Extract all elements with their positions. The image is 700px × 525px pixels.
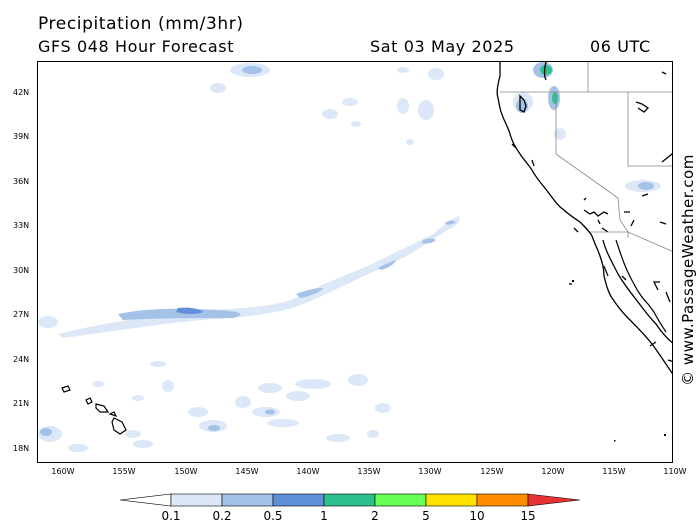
map-title: Precipitation (mm/3hr) (38, 14, 244, 34)
lat-label-39n: 39N (13, 132, 30, 141)
lat-label-36n: 36N (13, 177, 30, 186)
lat-label-30n: 30N (13, 266, 30, 275)
legend-swatch-above (527, 493, 581, 507)
state-borders (500, 62, 672, 252)
lon-label-115w: 115W (602, 467, 626, 476)
precip-cells-north (210, 63, 661, 192)
lat-label-42n: 42N (13, 88, 30, 97)
lon-label-145w: 145W (235, 467, 259, 476)
lat-label-18n: 18N (13, 444, 30, 453)
legend-label-0-1: 0.1 (161, 509, 181, 523)
lat-label-27n: 27N (13, 310, 30, 319)
precip-cells-south (38, 316, 391, 452)
small-islands (572, 280, 666, 442)
precip-band-front (58, 216, 460, 338)
lon-label-125w: 125W (480, 467, 504, 476)
legend-label-2: 2 (371, 509, 379, 523)
precip-cells-north-moderate (242, 62, 654, 190)
legend-label-0-2: 0.2 (212, 509, 232, 523)
legend-label-10: 10 (469, 509, 485, 523)
legend-swatch (323, 493, 376, 507)
legend-swatch-below (119, 493, 172, 507)
legend-label-1: 1 (320, 509, 328, 523)
lon-label-150w: 150W (174, 467, 198, 476)
forecast-subtitle: GFS 048 Hour Forecast (38, 37, 235, 56)
lat-label-21n: 21N (13, 399, 30, 408)
legend-swatch (476, 493, 529, 507)
forecast-time: 06 UTC (590, 37, 651, 56)
lon-label-155w: 155W (112, 467, 136, 476)
legend-label-0-5: 0.5 (263, 509, 283, 523)
legend-swatch (170, 493, 223, 507)
map-canvas (38, 62, 672, 452)
precip-cells-south-moderate (40, 409, 275, 436)
lat-label-24n: 24N (13, 355, 30, 364)
lat-label-33n: 33N (13, 221, 30, 230)
coastline (496, 62, 672, 375)
lon-label-135w: 135W (357, 467, 381, 476)
baja-peninsula (603, 239, 667, 333)
legend-swatch (272, 493, 325, 507)
watermark: © www.PassageWeather.com (679, 154, 697, 386)
legend-swatch (221, 493, 274, 507)
lon-label-110w: 110W (663, 467, 687, 476)
precip-cells-north-heavy (540, 65, 558, 104)
hawaiian-islands (61, 385, 127, 435)
legend-swatch (374, 493, 427, 507)
legend-label-15: 15 (520, 509, 536, 523)
legend-swatch (425, 493, 478, 507)
lon-label-130w: 130W (418, 467, 442, 476)
precipitation-map (37, 61, 673, 463)
lon-label-120w: 120W (541, 467, 565, 476)
lon-label-140w: 140W (296, 467, 320, 476)
precip-legend-bar (119, 493, 581, 507)
forecast-date: Sat 03 May 2025 (370, 37, 515, 56)
lon-label-160w: 160W (51, 467, 75, 476)
legend-label-5: 5 (422, 509, 430, 523)
